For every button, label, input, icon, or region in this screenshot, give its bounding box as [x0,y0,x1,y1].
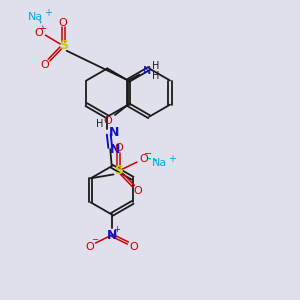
Text: O: O [133,186,142,196]
Text: H: H [96,119,103,129]
Text: N: N [109,126,119,139]
Text: Na: Na [28,13,43,22]
Text: N: N [143,66,152,76]
Text: +: + [168,154,176,164]
Text: O: O [114,143,123,153]
Text: S: S [114,164,123,177]
Text: O: O [140,154,148,164]
Text: O: O [34,28,43,38]
Text: O: O [103,116,112,126]
Text: H: H [152,70,159,80]
Text: +: + [113,225,120,234]
Text: O: O [40,60,49,70]
Text: O: O [85,242,94,252]
Text: −: − [39,24,47,34]
Text: Na: Na [152,158,167,168]
Text: O: O [59,17,68,28]
Text: N: N [106,229,117,242]
Text: N: N [110,143,121,156]
Text: +: + [44,8,52,18]
Text: −: − [91,235,98,244]
Text: S: S [58,39,68,52]
Text: H: H [152,61,159,71]
Text: −: − [144,149,152,159]
Text: O: O [129,242,138,252]
